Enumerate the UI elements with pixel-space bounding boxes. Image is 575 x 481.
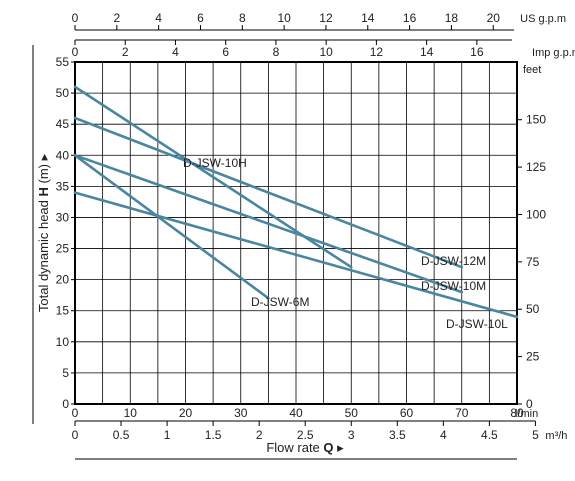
tick-label-head-m: 0 [62,397,69,411]
axis-unit-feet: feet [523,64,541,76]
tick-label-m3h: 2 [256,428,263,442]
tick-label-imp-gpm: 6 [222,45,229,59]
tick-label-lmin: 40 [289,406,303,420]
tick-label-us-gpm: 20 [487,11,501,25]
tick-label-m3h: 3.5 [389,428,406,442]
tick-label-us-gpm: 18 [445,11,459,25]
axis-unit-imp-gpm: Imp g.p.m [532,47,575,59]
tick-label-lmin: 20 [179,406,193,420]
axis-unit-lmin: l/min [515,408,538,420]
series-line-d-jsw-10m [73,154,464,294]
tick-label-head-m: 5 [62,366,69,380]
tick-label-us-gpm: 0 [72,11,79,25]
tick-label-lmin: 50 [345,406,359,420]
tick-label-imp-gpm: 2 [122,45,129,59]
tick-label-m3h: 1 [164,428,171,442]
tick-label-head-m: 50 [56,86,70,100]
tick-label-feet: 150 [526,113,546,127]
tick-label-imp-gpm: 14 [420,45,434,59]
axis-unit-us-gpm: US g.p.m [520,13,566,25]
series-label-d-jsw-10h: D-JSW-10H [183,156,247,170]
x-axis-title: Flow rate Q ▸ [266,440,344,455]
tick-label-lmin: 60 [400,406,414,420]
tick-label-lmin: 0 [72,406,79,420]
y-axis-title: Total dynamic head H (m) ▸ [36,153,51,312]
tick-label-m3h: 4.5 [481,428,498,442]
tick-label-imp-gpm: 16 [470,45,484,59]
tick-label-head-m: 15 [56,304,70,318]
tick-label-feet: 0 [526,397,533,411]
tick-label-feet: 25 [526,350,540,364]
series-label-d-jsw-6m: D-JSW-6M [251,295,309,309]
series-label-d-jsw-10l: D-JSW-10L [446,317,508,331]
tick-label-feet: 125 [526,160,546,174]
tick-label-us-gpm: 16 [403,11,417,25]
tick-label-us-gpm: 4 [155,11,162,25]
plot-frame [74,61,518,405]
series-line-d-jsw-6m [73,154,270,300]
series-label-d-jsw-10m: D-JSW-10M [421,279,486,293]
tick-label-lmin: 70 [455,406,469,420]
tick-label-head-m: 25 [56,242,70,256]
tick-label-us-gpm: 12 [319,11,333,25]
tick-label-head-m: 10 [56,335,70,349]
tick-label-m3h: 0 [72,428,79,442]
tick-label-head-m: 45 [56,117,70,131]
tick-label-lmin: 10 [124,406,138,420]
tick-label-us-gpm: 10 [277,11,291,25]
tick-label-m3h: 5 [532,428,539,442]
tick-label-m3h: 2.5 [297,428,314,442]
axis-unit-m3h: m³/h [545,430,567,442]
series-label-d-jsw-12m: D-JSW-12M [421,254,486,268]
curves [73,85,519,319]
tick-label-feet: 50 [526,302,540,316]
tick-label-imp-gpm: 0 [72,45,79,59]
tick-label-feet: 100 [526,207,546,221]
tick-label-m3h: 0.5 [113,428,130,442]
series-line-d-jsw-10l [73,191,519,319]
tick-label-m3h: 4 [440,428,447,442]
tick-label-imp-gpm: 4 [172,45,179,59]
tick-label-head-m: 40 [56,148,70,162]
tick-label-us-gpm: 6 [197,11,204,25]
tick-label-us-gpm: 8 [239,11,246,25]
tick-label-m3h: 3 [348,428,355,442]
tick-label-head-m: 55 [56,55,70,69]
tick-label-imp-gpm: 8 [273,45,280,59]
tick-label-head-m: 20 [56,273,70,287]
tick-label-lmin: 30 [234,406,248,420]
tick-label-feet: 75 [526,255,540,269]
tick-label-lmin: 80 [510,406,524,420]
series-line-d-jsw-12m [73,116,464,269]
tick-label-imp-gpm: 10 [319,45,333,59]
grid [75,62,517,404]
labels: 05101520253035404550550255075100125150fe… [36,11,575,455]
tick-label-m3h: 1.5 [205,428,222,442]
tick-label-us-gpm: 2 [113,11,120,25]
tick-label-head-m: 35 [56,179,70,193]
tick-label-us-gpm: 14 [361,11,375,25]
axes [32,25,536,460]
tick-label-imp-gpm: 12 [370,45,384,59]
tick-label-head-m: 30 [56,210,70,224]
